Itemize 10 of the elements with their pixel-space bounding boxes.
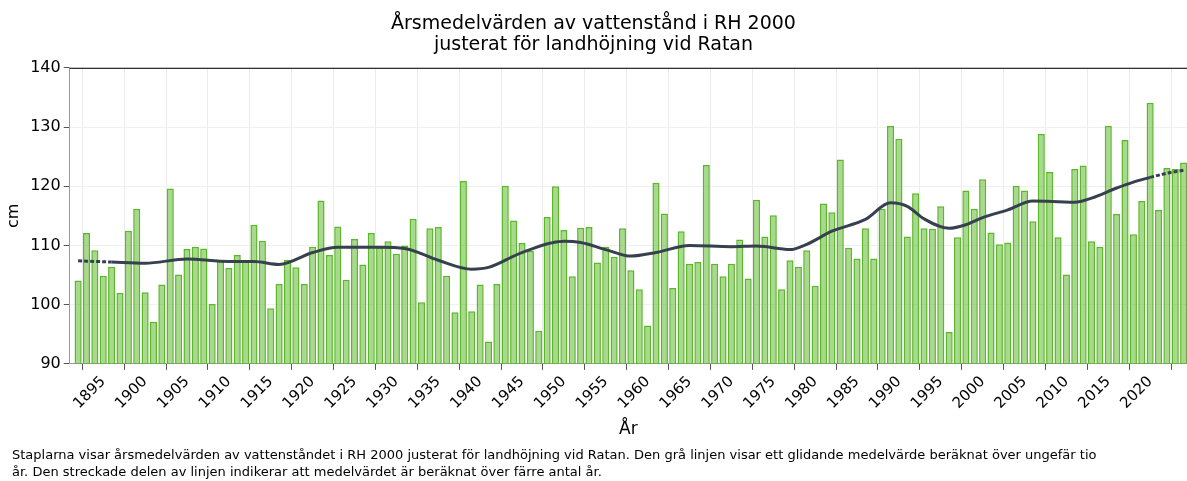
y-tick-label: 130 <box>30 116 61 136</box>
x-axis-title: År <box>619 417 638 439</box>
y-tick-label: 100 <box>30 293 61 313</box>
y-axis-title: cm <box>2 203 22 229</box>
y-tick-label: 110 <box>30 234 61 254</box>
y-tick-label: 90 <box>40 353 61 373</box>
y-tick-label: 140 <box>30 56 61 76</box>
text: Staplarna visar årsmedelvärden av vattenståndet i RH 2000 justerat för landhöjning vid Ratan. Den grå linjen visar ett glidande medelvärde beräknat över ungefär tio år. Den streckade delen av linjen indikerar att medelvärdet är beräknat över färre antal år. <box>12 446 1098 480</box>
y-tick-label: 120 <box>30 175 61 195</box>
chart-title: Årsmedelvärden av vattenstånd i RH 2000 justerat för landhöjning vid Ratan <box>391 11 796 55</box>
